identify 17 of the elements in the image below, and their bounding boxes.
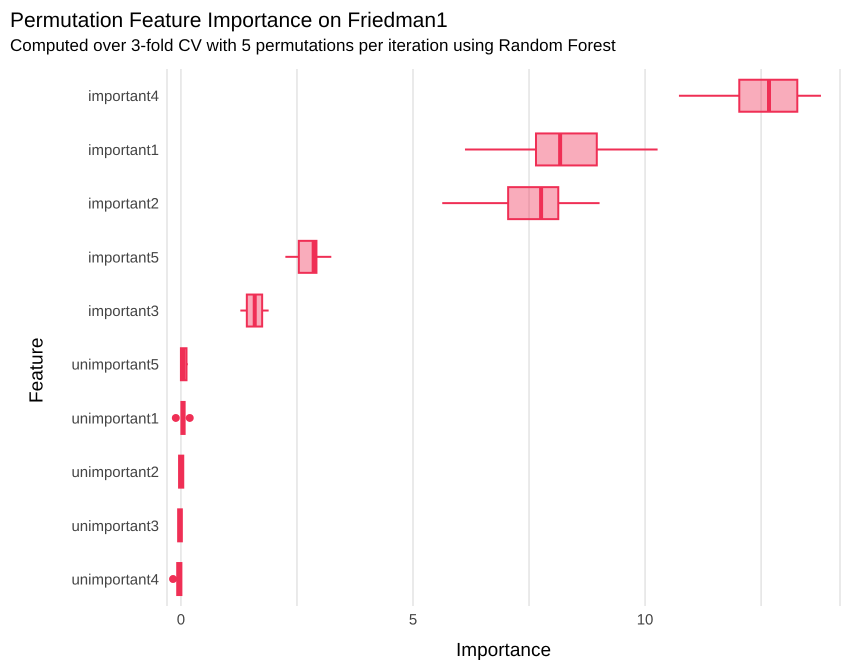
y-tick-label: unimportant5 [71,356,159,374]
y-tick-label: important2 [88,196,159,213]
y-tick-label: unimportant2 [71,464,159,482]
y-tick-label: important4 [88,88,159,106]
y-tick-label: unimportant4 [71,571,159,588]
y-tick-label: important5 [88,249,159,266]
chart-subtitle: Computed over 3-fold CV with 5 permutations per iteration using Random Forest [9,35,617,57]
y-axis-title: Feature [26,338,48,403]
x-tick-label: 10 [636,612,654,629]
x-axis-title: Importance [456,640,552,661]
x-tick-label: 0 [176,612,186,629]
y-tick-label: important1 [88,142,159,159]
y-tick-label: unimportant3 [71,518,159,535]
y-tick-label: important3 [88,302,159,320]
chart-title: Permutation Feature Importance on Friedman1 [9,8,449,34]
y-tick-label: unimportant1 [71,410,159,428]
x-tick-label: 5 [408,612,418,629]
